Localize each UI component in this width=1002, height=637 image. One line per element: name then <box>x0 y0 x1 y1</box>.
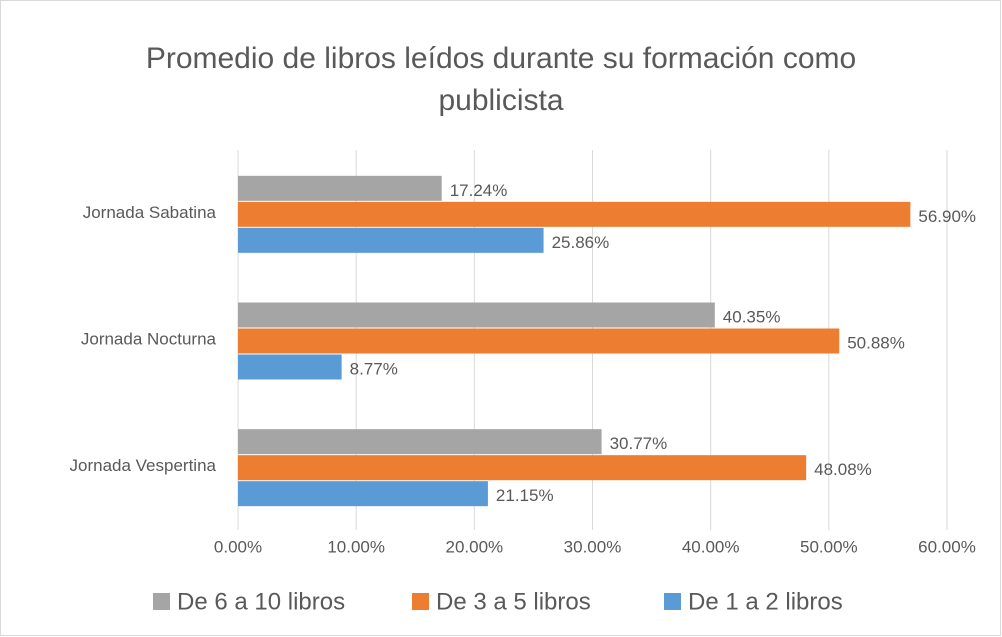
x-tick-label: 0.00% <box>214 537 262 556</box>
legend-label: De 3 a 5 libros <box>436 588 591 615</box>
data-label: 8.77% <box>350 359 398 378</box>
y-tick-label: Jornada Sabatina <box>83 203 217 222</box>
data-label: 21.15% <box>496 486 554 505</box>
chart-title: Promedio de libros leídos durante su for… <box>145 42 857 117</box>
bar <box>238 354 342 380</box>
data-label: 48.08% <box>814 460 872 479</box>
data-label: 40.35% <box>723 307 781 326</box>
legend-label: De 1 a 2 libros <box>688 588 843 615</box>
bar <box>238 328 840 354</box>
x-tick-label: 10.00% <box>327 537 385 556</box>
bar <box>238 201 911 227</box>
y-tick-label: Jornada Vespertina <box>70 456 217 475</box>
bar <box>238 455 807 481</box>
data-label: 56.90% <box>918 207 976 226</box>
x-tick-label: 50.00% <box>800 537 858 556</box>
legend-label: De 6 a 10 libros <box>177 588 345 615</box>
x-tick-label: 40.00% <box>682 537 740 556</box>
bar <box>238 175 442 201</box>
data-label: 30.77% <box>610 434 668 453</box>
data-label: 50.88% <box>847 333 905 352</box>
x-tick-label: 30.00% <box>564 537 622 556</box>
legend-swatch <box>664 593 681 610</box>
bar <box>238 481 488 507</box>
bar <box>238 429 602 455</box>
y-tick-label: Jornada Nocturna <box>81 329 217 348</box>
data-label: 25.86% <box>552 233 610 252</box>
data-label: 17.24% <box>450 181 508 200</box>
bar <box>238 302 715 328</box>
x-tick-label: 20.00% <box>445 537 503 556</box>
x-tick-label: 60.00% <box>918 537 976 556</box>
legend-swatch <box>153 593 170 610</box>
legend-swatch <box>412 593 429 610</box>
bar <box>238 227 544 253</box>
